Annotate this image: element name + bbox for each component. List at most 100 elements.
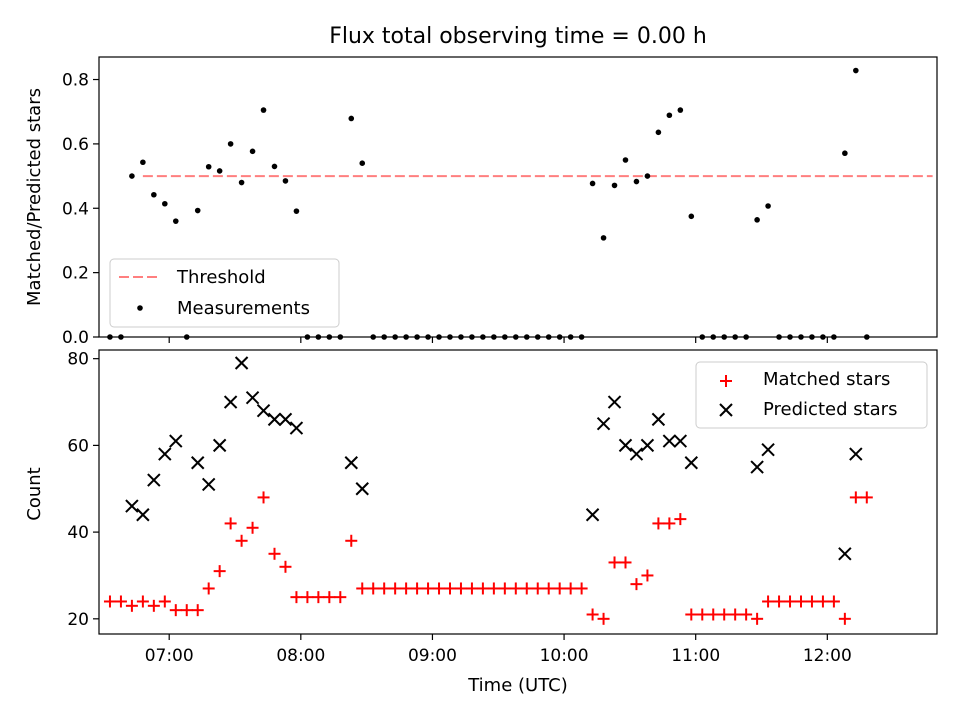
legend-predicted-label: Predicted stars xyxy=(763,399,897,420)
top-y-tick-label: 0.4 xyxy=(62,199,89,219)
predicted-marker-stroke-b xyxy=(684,456,699,470)
matched-star-marker xyxy=(619,556,632,569)
matched-star-marker xyxy=(696,608,709,621)
x-tick-label: 09:00 xyxy=(408,646,457,666)
predicted-star-marker xyxy=(596,417,611,431)
matched-star-marker xyxy=(312,591,325,604)
predicted-star-marker xyxy=(223,395,238,409)
top-legend: Threshold Measurements xyxy=(109,258,340,328)
predicted-star-marker xyxy=(662,434,677,448)
predicted-star-marker xyxy=(684,456,699,470)
predicted-star-marker xyxy=(278,412,293,427)
top-legend-box xyxy=(109,258,340,328)
matched-star-marker xyxy=(784,595,797,608)
measurement-point xyxy=(194,207,201,214)
predicted-star-marker xyxy=(344,456,358,470)
predicted-star-marker xyxy=(750,460,764,474)
bottom-y-tick-label: 20 xyxy=(67,610,89,630)
matched-star-marker xyxy=(125,599,138,612)
matched-star-marker xyxy=(542,582,555,595)
predicted-star-marker xyxy=(256,403,271,418)
matched-star-marker xyxy=(597,612,610,625)
measurement-point xyxy=(216,168,223,174)
measurement-point xyxy=(172,218,179,224)
matched-star-marker xyxy=(356,582,369,595)
measurement-point xyxy=(260,107,267,113)
predicted-marker-stroke-b xyxy=(585,508,600,522)
measurement-point xyxy=(293,208,300,214)
matched-star-marker xyxy=(246,521,259,534)
bottom-axes-frame xyxy=(98,349,938,635)
x-axis-label: Time (UTC) xyxy=(467,675,568,696)
matched-star-marker xyxy=(136,595,149,608)
predicted-star-marker xyxy=(147,473,161,487)
matched-star-marker xyxy=(180,604,193,617)
legend-measurements-marker xyxy=(137,305,143,311)
top-y-tick-label: 0.2 xyxy=(62,264,89,284)
matched-star-marker xyxy=(762,595,775,608)
predicted-star-marker xyxy=(640,438,655,453)
matched-star-marker xyxy=(389,582,402,595)
legend-measurements-label: Measurements xyxy=(177,298,310,319)
matched-star-marker xyxy=(202,582,215,595)
legend-predicted-marker xyxy=(719,403,733,417)
matched-star-marker xyxy=(509,582,522,595)
predicted-marker-stroke-b xyxy=(640,438,655,453)
predicted-marker-stroke-b xyxy=(245,390,260,405)
predicted-star-marker xyxy=(289,421,304,435)
predicted-marker-stroke-b xyxy=(125,499,139,513)
matched-star-marker xyxy=(147,599,160,612)
bottom-y-tick-label: 60 xyxy=(67,436,89,456)
predicted-marker-stroke-b xyxy=(849,447,863,461)
measurement-point xyxy=(271,163,278,170)
matched-star-marker xyxy=(674,513,687,526)
measurement-point xyxy=(359,160,366,167)
x-tick-label: 12:00 xyxy=(803,646,852,666)
measurement-point xyxy=(842,150,848,157)
matched-star-marker xyxy=(279,560,292,573)
matched-star-marker xyxy=(827,595,840,608)
top-y-tick-label: 0.6 xyxy=(62,135,89,155)
matched-star-marker xyxy=(575,582,588,595)
matched-star-marker xyxy=(487,582,500,595)
predicted-star-marker xyxy=(838,547,852,561)
bottom-y-axis-label: Count xyxy=(24,467,45,520)
matched-star-marker xyxy=(443,582,456,595)
predicted-star-marker xyxy=(267,412,282,427)
top-panel: Matched/Predicted stars 0.00.20.40.60.8 … xyxy=(24,56,938,348)
measurement-point xyxy=(765,203,771,209)
measurement-point xyxy=(754,217,760,223)
measurement-point xyxy=(348,115,355,122)
predicted-marker-stroke-b xyxy=(169,434,183,448)
matched-star-marker xyxy=(838,612,851,625)
x-tick-label: 08:00 xyxy=(276,646,325,666)
predicted-marker-stroke-b xyxy=(673,434,688,448)
measurement-point xyxy=(140,159,146,166)
predicted-star-marker xyxy=(355,482,369,496)
predicted-star-marker xyxy=(607,395,622,409)
matched-star-marker xyxy=(586,608,599,621)
measurement-point xyxy=(162,200,168,207)
predicted-star-marker xyxy=(849,447,863,461)
matched-star-marker xyxy=(213,565,226,578)
bottom-y-axis: 20 40 60 80 xyxy=(67,350,99,630)
matched-star-marker xyxy=(773,595,786,608)
predicted-marker-stroke-b xyxy=(750,460,764,474)
top-y-tick-label: 0.0 xyxy=(62,328,89,348)
bottom-plot-area xyxy=(103,356,873,625)
predicted-marker-stroke-b xyxy=(629,447,644,461)
predicted-marker-stroke-b xyxy=(838,547,852,561)
matched-star-marker xyxy=(608,556,621,569)
bottom-legend: Matched stars Predicted stars xyxy=(695,361,928,429)
predicted-marker-stroke-b xyxy=(158,447,172,461)
matched-star-marker xyxy=(860,491,873,504)
top-y-axis-label: Matched/Predicted stars xyxy=(24,88,45,306)
matched-star-marker xyxy=(465,582,478,595)
measurement-point xyxy=(129,173,135,179)
matched-star-marker xyxy=(476,582,489,595)
matched-star-marker xyxy=(367,582,380,595)
bottom-x-axis: 07:00 08:00 09:00 10:00 11:00 12:00 xyxy=(145,634,852,666)
predicted-marker-stroke-b xyxy=(355,482,369,496)
